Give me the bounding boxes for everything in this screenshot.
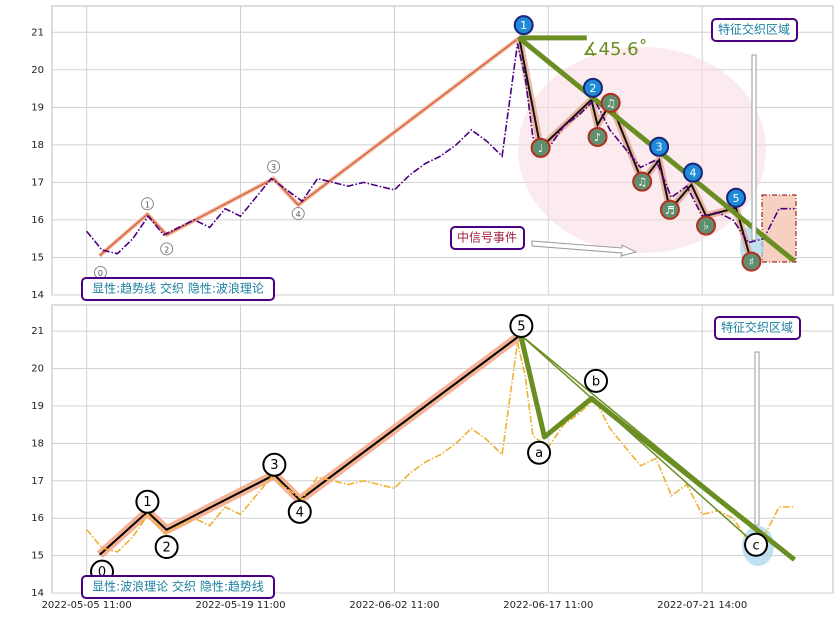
y-tick-label: 17 [31, 177, 44, 188]
price-line [85, 342, 795, 553]
x-tick-label: 2022-05-05 11:00 [42, 600, 132, 611]
x-tick-label: 2022-07-21 14:00 [657, 600, 747, 611]
trend-line [520, 334, 795, 561]
wave-point-label: 0 [98, 269, 103, 278]
trend-line [520, 334, 757, 546]
wave-point-label: ♫ [606, 97, 616, 110]
y-tick-label: 14 [31, 588, 44, 599]
y-tick-label: 18 [31, 140, 44, 151]
wave-point [262, 452, 287, 477]
wave-point-label: 2 [164, 245, 169, 254]
y-tick-label: 15 [31, 551, 44, 562]
y-tick-label: 21 [31, 326, 44, 337]
wave-point-label: 1 [520, 19, 527, 32]
mode-label: 显性:趋势线 交织 隐性:波浪理论 [92, 281, 264, 296]
wave-point-label: 5 [733, 192, 740, 205]
wave-point [696, 215, 717, 236]
zone-box [714, 316, 801, 340]
wave-point-label: 2 [163, 540, 171, 555]
wave-point [659, 199, 680, 220]
wave-point-label: ♫ [637, 176, 647, 189]
bottom-panel [51, 304, 834, 594]
wave-point [682, 162, 703, 183]
signal-arrow [531, 240, 638, 257]
x-tick-label: 2022-06-02 11:00 [349, 600, 439, 611]
y-tick-label: 19 [31, 401, 44, 412]
wave-point-label: 1 [145, 200, 150, 209]
wave-point-label: ♯ [749, 256, 754, 269]
wave-point [600, 92, 621, 113]
wave-point [584, 368, 609, 393]
signal-label: 中信号事件 [457, 230, 517, 245]
wave-point [726, 187, 747, 208]
wave-point-label: c [752, 538, 759, 553]
wave-point [160, 242, 174, 256]
y-tick-label: 18 [31, 438, 44, 449]
wave-point [530, 137, 551, 158]
y-tick-label: 16 [31, 513, 44, 524]
wave-point [513, 15, 534, 36]
wave-point [527, 440, 552, 465]
wave-point [267, 160, 281, 174]
mode-box [81, 575, 275, 599]
zone-arrow [754, 351, 760, 526]
wave-point [287, 499, 312, 524]
wave-point [291, 207, 305, 221]
wave-point-label: 0 [98, 565, 106, 580]
wave-line [99, 334, 522, 556]
wave-point-label: 3 [656, 141, 663, 154]
wave-point-label: ♪ [594, 131, 601, 144]
wave-point-label: 3 [271, 163, 276, 172]
wave-point-label: 4 [296, 210, 301, 219]
wave-point [509, 313, 534, 338]
price-line [85, 43, 795, 255]
x-tick-label: 2022-05-19 11:00 [195, 600, 285, 611]
y-tick-label: 16 [31, 215, 44, 226]
wave-point-label: 3 [270, 458, 278, 473]
mode-label: 显性:波浪理论 交织 隐性:趋势线 [92, 579, 264, 594]
wave-point [587, 126, 608, 147]
wave-point-label: ♭ [703, 220, 708, 233]
y-tick-label: 21 [31, 27, 44, 38]
wave-point-label: a [535, 446, 543, 461]
wave-point [582, 77, 603, 98]
y-tick-label: 14 [31, 290, 44, 301]
trend-line [518, 334, 797, 562]
zone-box [711, 18, 798, 42]
wave-point [632, 171, 653, 192]
mode-box [81, 277, 275, 301]
y-tick-label: 20 [31, 65, 44, 76]
wave-point [154, 534, 179, 559]
zone-label: 特征交织区域 [718, 22, 790, 37]
y-tick-label: 17 [31, 476, 44, 487]
wave-point [744, 532, 769, 557]
wave-point-label: 2 [589, 82, 596, 95]
y-tick-label: 19 [31, 102, 44, 113]
zone-label: 特征交织区域 [721, 320, 793, 335]
zone-ellipse [518, 47, 766, 253]
wave-point-label: 1 [143, 495, 151, 510]
wave-point-label: 4 [689, 167, 696, 180]
wave-point [140, 197, 154, 211]
y-tick-label: 20 [31, 364, 44, 375]
wave-point [135, 489, 160, 514]
wave-point-label: 4 [296, 505, 304, 520]
zone-rect [761, 194, 797, 263]
wave-line [99, 37, 520, 256]
wave-point-label: b [592, 374, 600, 389]
zone-arrow [751, 54, 757, 241]
wave-point-label: ♬ [665, 204, 675, 217]
wave-point [649, 136, 670, 157]
wave-point [741, 251, 762, 272]
y-tick-label: 15 [31, 252, 44, 263]
wave-point-label: 5 [517, 319, 525, 334]
angle-label: ∡45.6˚ [582, 39, 647, 60]
wave-point-label: ♩ [538, 142, 543, 155]
signal-box [450, 226, 525, 250]
x-tick-label: 2022-06-17 11:00 [503, 600, 593, 611]
